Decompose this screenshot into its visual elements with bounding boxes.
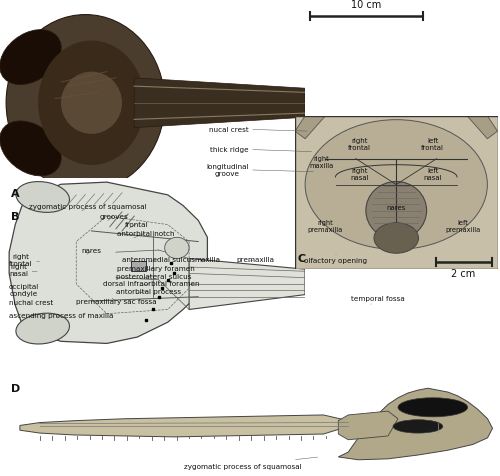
Text: premaxillary sac fossa: premaxillary sac fossa — [76, 299, 157, 305]
Text: olfactory opening: olfactory opening — [304, 254, 368, 263]
Bar — [131, 261, 146, 272]
Ellipse shape — [393, 420, 443, 433]
Ellipse shape — [374, 223, 418, 254]
Text: 2 cm: 2 cm — [452, 268, 475, 278]
Text: nares: nares — [386, 205, 406, 211]
Ellipse shape — [16, 314, 70, 344]
Text: C: C — [297, 253, 305, 263]
Text: A: A — [11, 189, 20, 199]
Text: maxilla: maxilla — [194, 257, 220, 263]
Text: occipital
condyle: occipital condyle — [9, 284, 39, 297]
Text: temporal fossa: temporal fossa — [350, 296, 405, 305]
Text: right
frontal: right frontal — [9, 254, 40, 267]
Ellipse shape — [366, 182, 426, 240]
Text: right
premaxilla: right premaxilla — [308, 220, 343, 233]
Polygon shape — [134, 79, 305, 129]
Text: right
nasal: right nasal — [350, 168, 369, 181]
Text: thick ridge: thick ridge — [210, 147, 312, 152]
Polygon shape — [9, 183, 207, 344]
Ellipse shape — [61, 72, 122, 135]
Ellipse shape — [38, 41, 145, 166]
Text: posterolateral sulcus: posterolateral sulcus — [116, 273, 192, 279]
Text: left
nasal: left nasal — [424, 168, 442, 181]
Text: premaxilla: premaxilla — [236, 257, 274, 263]
Polygon shape — [338, 388, 492, 460]
Text: right
nasal: right nasal — [9, 264, 37, 277]
Text: left
frontal: left frontal — [421, 138, 444, 150]
Text: nares: nares — [82, 248, 102, 255]
Ellipse shape — [6, 16, 164, 191]
Text: ascending process of maxilla: ascending process of maxilla — [9, 312, 114, 318]
Text: dorsal infraorbital foramen: dorsal infraorbital foramen — [103, 281, 199, 287]
Text: antorbital notch: antorbital notch — [117, 230, 175, 238]
Text: left
premaxilla: left premaxilla — [446, 220, 480, 233]
Ellipse shape — [398, 398, 468, 417]
Text: frontal: frontal — [125, 221, 149, 229]
Ellipse shape — [305, 120, 488, 250]
Text: premaxillary foramen: premaxillary foramen — [117, 265, 195, 271]
Text: grooves: grooves — [100, 214, 128, 221]
Ellipse shape — [16, 182, 70, 213]
Text: zygomatic process of squamosal: zygomatic process of squamosal — [28, 204, 146, 211]
Text: D: D — [11, 383, 20, 393]
Polygon shape — [189, 259, 305, 310]
Polygon shape — [338, 411, 398, 440]
Text: B: B — [11, 211, 20, 221]
Polygon shape — [295, 117, 326, 139]
Text: 10 cm: 10 cm — [351, 0, 381, 10]
Ellipse shape — [0, 122, 61, 177]
Text: right
frontal: right frontal — [348, 138, 372, 150]
Text: nuchal crest: nuchal crest — [9, 300, 53, 306]
Ellipse shape — [164, 238, 189, 259]
Ellipse shape — [0, 30, 61, 85]
Polygon shape — [467, 117, 498, 139]
Text: zygomatic process of squamosal: zygomatic process of squamosal — [184, 457, 318, 468]
Text: antorbital process: antorbital process — [116, 288, 182, 294]
Text: anteromedial sulcus: anteromedial sulcus — [122, 257, 196, 263]
Text: nucal crest: nucal crest — [209, 127, 307, 132]
Polygon shape — [20, 415, 348, 437]
Text: longitudinal
groove: longitudinal groove — [206, 163, 314, 177]
Text: right
maxilla: right maxilla — [309, 156, 334, 169]
